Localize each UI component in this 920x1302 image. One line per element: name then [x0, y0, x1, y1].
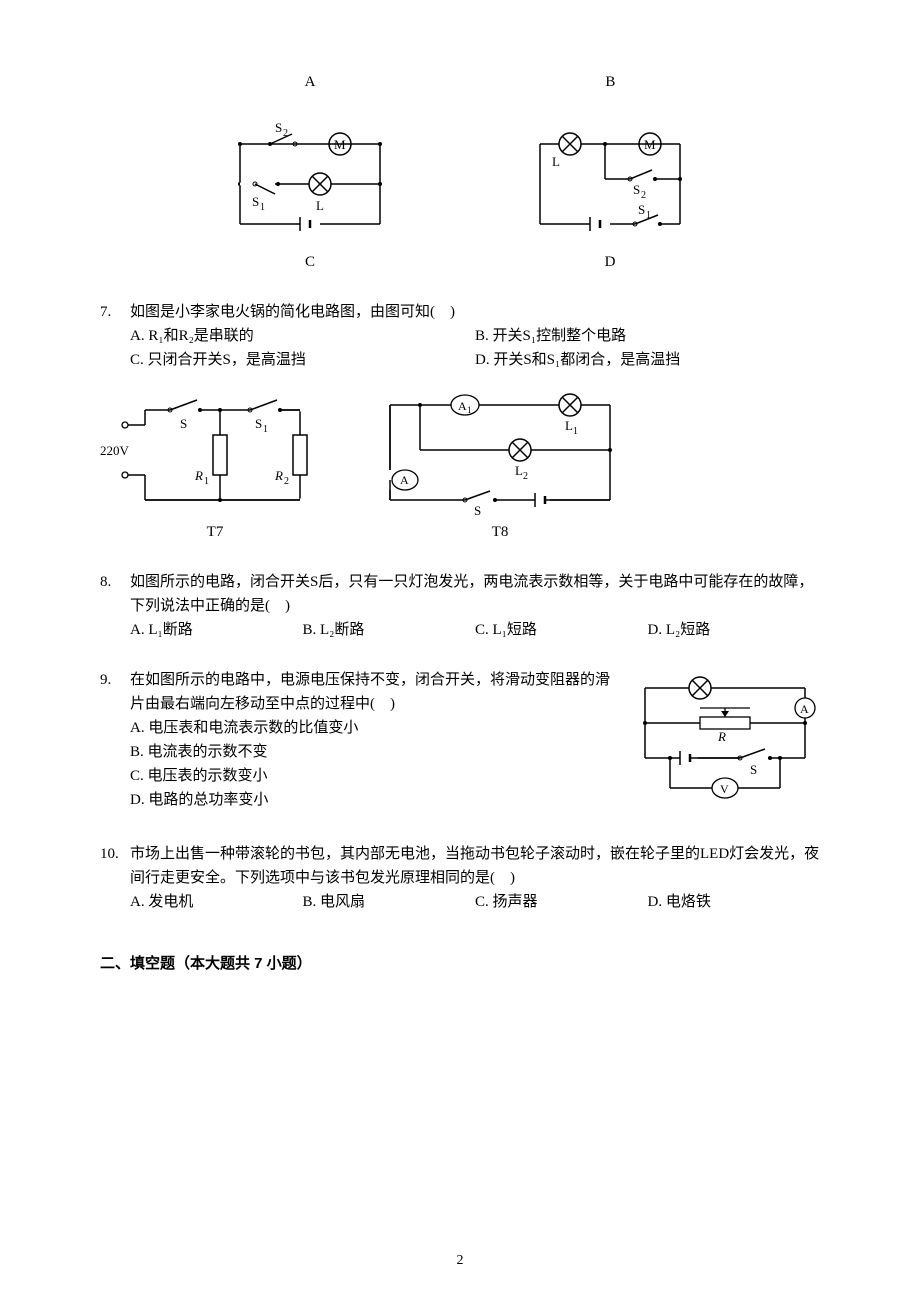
- circuit-t7: 220V S: [100, 380, 330, 520]
- circuit-d: L M S2 S1: [520, 114, 700, 244]
- figure-row-cd: S2 M S1 L: [100, 114, 820, 274]
- question-7: 7. 如图是小李家电火锅的简化电路图，由图可知( ) A. R₁和R₂是串联的 …: [100, 300, 820, 544]
- svg-text:L: L: [316, 198, 324, 213]
- svg-text:S: S: [638, 202, 645, 217]
- svg-text:220V: 220V: [100, 443, 130, 458]
- svg-text:R: R: [717, 729, 726, 744]
- fig-label-c: C: [305, 250, 315, 274]
- svg-text:2: 2: [283, 128, 288, 139]
- q10-opt-a: A. 发电机: [130, 890, 303, 914]
- circuit-c: S2 M S1 L: [220, 114, 400, 244]
- svg-text:1: 1: [263, 424, 268, 435]
- svg-text:2: 2: [641, 190, 646, 201]
- q9-number: 9.: [100, 668, 130, 816]
- svg-text:S: S: [180, 416, 187, 431]
- q8-stem: 如图所示的电路，闭合开关S后，只有一只灯泡发光，两电流表示数相等，关于电路中可能…: [130, 570, 820, 618]
- q10-opt-d: D. 电烙铁: [648, 890, 821, 914]
- fig-label-t8: T8: [492, 520, 509, 544]
- svg-text:S: S: [474, 503, 481, 518]
- figure-row-ab-labels: A B: [100, 70, 820, 104]
- q7-stem: 如图是小李家电火锅的简化电路图，由图可知( ): [130, 300, 820, 324]
- q7-opt-a: A. R₁和R₂是串联的: [130, 324, 475, 348]
- q10-stem: 市场上出售一种带滚轮的书包，其内部无电池，当拖动书包轮子滚动时，嵌在轮子里的LE…: [130, 842, 820, 890]
- svg-text:M: M: [644, 137, 656, 152]
- svg-text:L: L: [515, 463, 523, 478]
- q7-opt-d: D. 开关S和S₁都闭合，是高温挡: [475, 348, 820, 372]
- svg-text:S: S: [275, 120, 282, 135]
- q8-number: 8.: [100, 570, 130, 642]
- fig-label-t7: T7: [207, 520, 224, 544]
- svg-text:1: 1: [260, 202, 265, 213]
- q10-opt-c: C. 扬声器: [475, 890, 648, 914]
- svg-text:S: S: [255, 416, 262, 431]
- svg-text:2: 2: [523, 471, 528, 482]
- q10-number: 10.: [100, 842, 130, 914]
- q10-opt-b: B. 电风扇: [303, 890, 476, 914]
- svg-text:V: V: [720, 782, 729, 796]
- svg-text:A: A: [800, 702, 809, 716]
- page-number: 2: [0, 1250, 920, 1272]
- q8-opt-c: C. L₁短路: [475, 618, 648, 642]
- svg-text:L: L: [565, 418, 573, 433]
- question-9: 9.: [100, 668, 820, 816]
- svg-text:R: R: [194, 468, 203, 483]
- fig-label-d: D: [605, 250, 616, 274]
- svg-text:A: A: [458, 399, 467, 413]
- svg-text:A: A: [400, 473, 409, 487]
- svg-text:1: 1: [646, 210, 651, 221]
- svg-text:L: L: [552, 154, 560, 169]
- svg-text:S: S: [750, 762, 757, 777]
- q8-opt-b: B. L₂断路: [303, 618, 476, 642]
- circuit-t8: A1 L1 L2: [370, 380, 630, 520]
- question-10: 10. 市场上出售一种带滚轮的书包，其内部无电池，当拖动书包轮子滚动时，嵌在轮子…: [100, 842, 820, 914]
- circuit-q9: R A S: [630, 668, 820, 808]
- svg-text:2: 2: [284, 476, 289, 487]
- svg-text:S: S: [252, 194, 259, 209]
- q8-opt-a: A. L₁断路: [130, 618, 303, 642]
- svg-text:R: R: [274, 468, 283, 483]
- q7-opt-c: C. 只闭合开关S，是高温挡: [130, 348, 475, 372]
- q7-opt-b: B. 开关S₁控制整个电路: [475, 324, 820, 348]
- fig-label-b: B: [605, 70, 615, 94]
- question-8: 8. 如图所示的电路，闭合开关S后，只有一只灯泡发光，两电流表示数相等，关于电路…: [100, 570, 820, 642]
- q8-opt-d: D. L₂短路: [648, 618, 821, 642]
- section-2-title: 二、填空题（本大题共 7 小题）: [100, 952, 820, 976]
- svg-text:M: M: [334, 137, 346, 152]
- svg-text:1: 1: [204, 476, 209, 487]
- svg-text:1: 1: [573, 426, 578, 437]
- svg-text:1: 1: [467, 405, 472, 415]
- fig-label-a: A: [305, 70, 316, 94]
- svg-text:S: S: [633, 182, 640, 197]
